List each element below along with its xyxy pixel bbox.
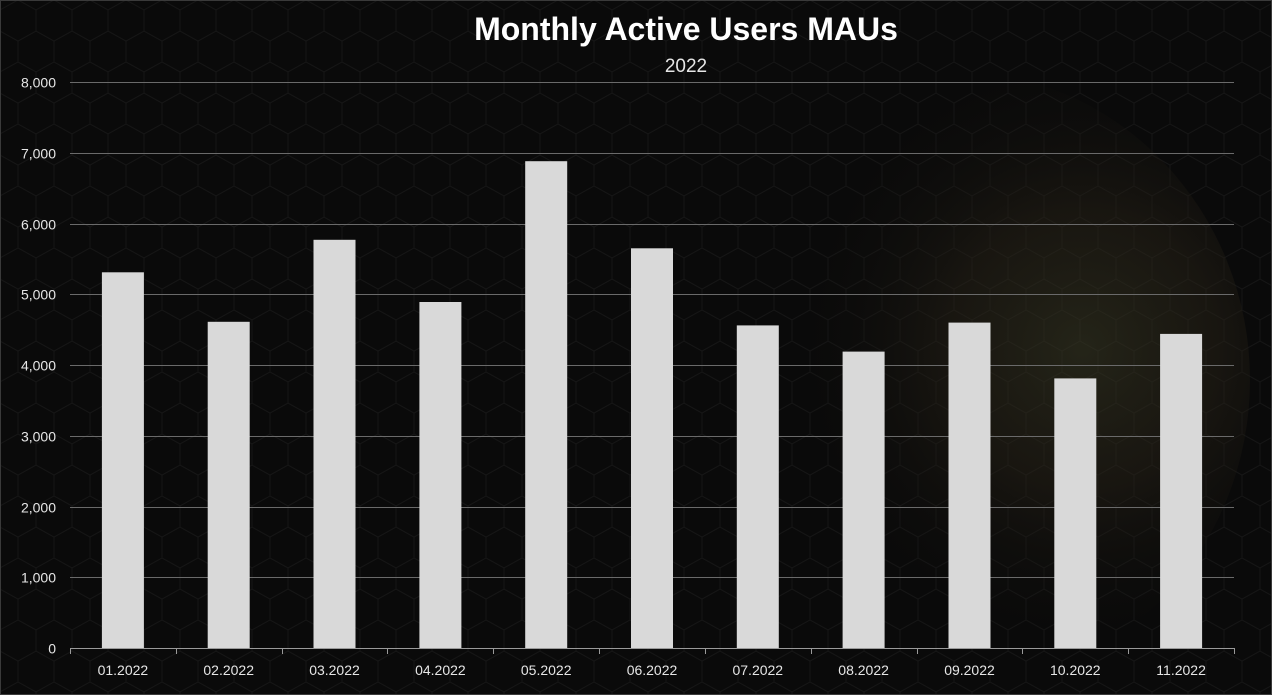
bar-07.2022 <box>736 325 779 648</box>
x-tick-label: 01.2022 <box>98 662 149 678</box>
y-tick-label: 3,000 <box>21 429 56 445</box>
bar-11.2022 <box>1160 333 1203 648</box>
y-tick-label: 2,000 <box>21 500 56 516</box>
y-tick-label: 5,000 <box>21 287 56 303</box>
bars <box>101 161 1203 649</box>
x-tick-label: 02.2022 <box>203 662 254 678</box>
bar-01.2022 <box>101 272 144 648</box>
y-tick-label: 1,000 <box>21 570 56 586</box>
x-tick-label: 09.2022 <box>944 662 995 678</box>
bar-08.2022 <box>842 351 885 648</box>
x-tick-label: 07.2022 <box>732 662 783 678</box>
y-tick-label: 8,000 <box>21 75 56 91</box>
y-tick-label: 6,000 <box>21 217 56 233</box>
x-tick-label: 04.2022 <box>415 662 466 678</box>
x-tick-label: 06.2022 <box>627 662 678 678</box>
chart-subtitle: 2022 <box>665 56 707 77</box>
x-axis <box>70 648 1235 654</box>
x-tick-label: 10.2022 <box>1050 662 1101 678</box>
bar-06.2022 <box>631 248 673 649</box>
y-axis-tick-labels: 0 1,000 2,000 3,000 4,000 5,000 6,000 7,000 8,00… <box>21 75 56 657</box>
chart-title: Monthly Active Users MAUs <box>474 11 898 47</box>
bar-04.2022 <box>419 302 462 648</box>
y-tick-label: 7,000 <box>21 146 56 162</box>
x-axis-tick-labels: 01.2022 02.2022 03.2022 04.2022 05.2022 06.20… <box>98 662 1206 678</box>
x-tick-label: 03.2022 <box>309 662 360 678</box>
bar-03.2022 <box>313 239 356 649</box>
x-tick-label: 11.2022 <box>1156 662 1206 678</box>
bar-10.2022 <box>1054 378 1097 648</box>
x-tick-label: 08.2022 <box>838 662 889 678</box>
y-tick-label: 0 <box>48 641 56 657</box>
bar-09.2022 <box>948 322 991 648</box>
y-tick-label: 4,000 <box>21 358 56 374</box>
x-tick-label: 05.2022 <box>521 662 572 678</box>
bar-02.2022 <box>207 321 250 648</box>
bar-05.2022 <box>525 161 568 648</box>
